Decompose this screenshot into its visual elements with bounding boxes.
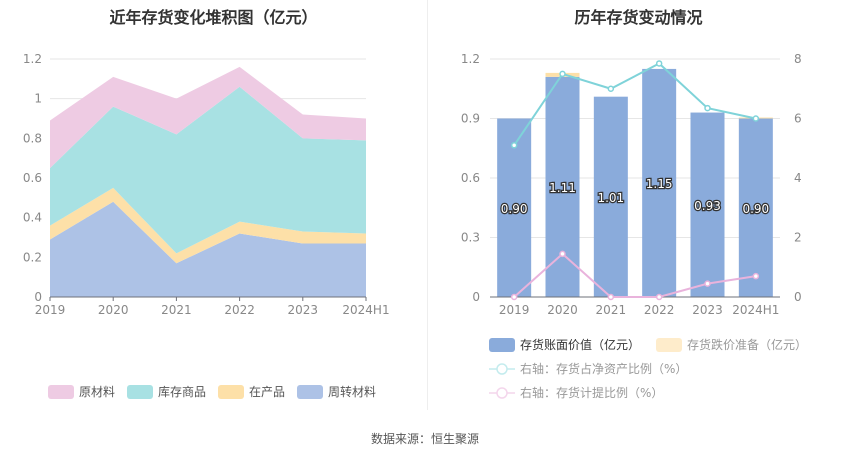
x-tick-label: 2021	[161, 303, 192, 317]
x-tick-label: 2019	[499, 303, 530, 317]
line-point	[510, 142, 518, 149]
x-tick-label: 2022	[644, 303, 675, 317]
right-chart-title: 历年存货变动情况	[574, 8, 703, 27]
bar-data-label: 1.01	[597, 191, 624, 205]
legend-swatch-raw	[48, 384, 74, 399]
y2-tick-label: 2	[794, 231, 802, 245]
legend-prov-ratio-icon	[489, 386, 515, 399]
area-库存商品	[50, 86, 366, 254]
y-tick-label: 0.4	[23, 211, 42, 225]
y-tick-label: 1	[34, 92, 42, 106]
legend-turnover[interactable]: 周转材料	[328, 385, 377, 399]
legend-book-value[interactable]: 存货账面价值（亿元）	[520, 338, 641, 352]
legend-wip[interactable]: 在产品	[249, 385, 286, 399]
legend-goods[interactable]: 库存商品	[158, 385, 207, 399]
line-point	[607, 293, 615, 301]
divider	[427, 0, 428, 410]
bar-book-value	[545, 76, 580, 297]
area-原材料	[50, 66, 366, 169]
y-tick-label: 0.9	[461, 112, 480, 126]
left-chart-title: 近年存货变化堆积图（亿元）	[109, 8, 318, 27]
bar-data-label: 0.90	[742, 202, 769, 216]
legend-provision[interactable]: 存货跌价准备（亿元）	[687, 338, 808, 352]
line-point	[559, 70, 566, 78]
bar-data-label: 1.11	[549, 181, 576, 195]
x-tick-label: 2021	[596, 303, 627, 317]
y2-tick-label: 8	[794, 52, 802, 66]
legend-prov-ratio-label: 右轴：存货计提比例（%）	[520, 386, 664, 400]
legend-swatch-turnover	[297, 384, 324, 399]
line-point	[752, 115, 760, 122]
y-tick-label: 0.6	[23, 171, 42, 185]
y-tick-label: 1.2	[461, 52, 480, 66]
area-周转材料	[50, 201, 366, 297]
x-tick-label: 2024H1	[342, 303, 389, 317]
legend-swatch-book	[489, 337, 515, 352]
x-tick-label: 2019	[35, 303, 66, 317]
y2-tick-label: 0	[794, 290, 802, 304]
legend-swatch-prov	[656, 337, 683, 352]
bar-data-label: 1.15	[646, 177, 673, 191]
line-point	[510, 293, 518, 301]
y-tick-label: 1.2	[23, 52, 42, 66]
x-tick-label: 2023	[288, 303, 319, 317]
line-point	[704, 280, 711, 287]
bar-book-value	[738, 118, 773, 297]
line-point	[704, 104, 711, 112]
left-legend: 原材料 库存商品 在产品 周转材料	[48, 383, 376, 400]
x-tick-label: 2024H1	[732, 303, 779, 317]
legend-swatch-goods	[127, 384, 154, 399]
area-在产品	[50, 187, 366, 264]
line-point	[655, 60, 663, 67]
y-tick-label: 0.2	[23, 250, 42, 264]
y-tick-label: 0	[34, 290, 42, 304]
y-tick-label: 0.6	[461, 171, 480, 185]
bar-book-value	[593, 96, 628, 297]
y2-tick-label: 4	[794, 171, 802, 185]
y-tick-label: 0	[472, 290, 480, 304]
bar-book-value	[690, 112, 725, 297]
y2-tick-label: 6	[794, 112, 802, 126]
x-tick-label: 2023	[692, 303, 723, 317]
line-point	[655, 293, 663, 301]
bar-data-label: 0.93	[694, 199, 721, 213]
line-右轴：存货计提比例（%）	[513, 252, 756, 298]
x-tick-label: 2022	[224, 303, 255, 317]
x-tick-label: 2020	[98, 303, 129, 317]
line-point	[607, 85, 615, 92]
legend-swatch-wip	[218, 384, 245, 399]
legend-ratio-icon	[489, 362, 515, 375]
line-point	[752, 272, 760, 280]
bar-book-value	[642, 68, 677, 298]
legend-ratio-label: 右轴：存货占净资产比例（%）	[520, 362, 688, 376]
y-tick-label: 0.8	[23, 131, 42, 145]
y-tick-label: 0.3	[461, 231, 480, 245]
legend-raw[interactable]: 原材料	[79, 385, 116, 399]
right-legend-bars: 存货账面价值（亿元） 存货跌价准备（亿元）	[489, 336, 807, 353]
data-source: 数据来源：恒生聚源	[370, 432, 479, 446]
legend-provision-ratio[interactable]: 右轴：存货计提比例（%）	[489, 384, 663, 401]
bar-data-label: 0.90	[501, 202, 528, 216]
x-tick-label: 2020	[547, 303, 578, 317]
line-point	[559, 250, 566, 258]
line-右轴：存货占净资产比例（%）	[513, 62, 757, 146]
legend-ratio[interactable]: 右轴：存货占净资产比例（%）	[489, 360, 687, 377]
